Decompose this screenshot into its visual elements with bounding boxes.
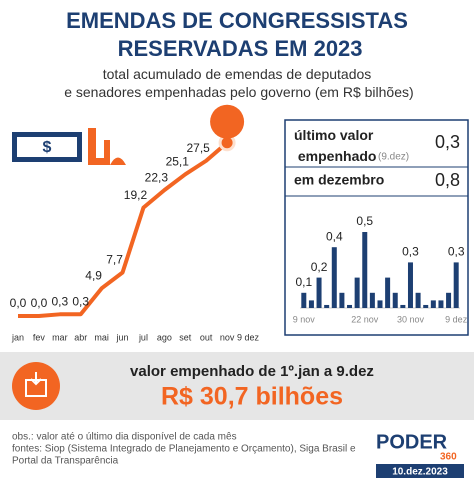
value-label: 0,3 [72, 294, 89, 308]
brand-number: 360 [440, 452, 457, 463]
x-tick-label: 9 nov [293, 314, 316, 324]
x-tick-label: 30 nov [397, 314, 425, 324]
date: 10.dez.2023 [392, 467, 448, 478]
x-tick-label: ago [157, 332, 172, 342]
x-tick-label: nov [220, 332, 235, 342]
x-tick-label: set [179, 332, 192, 342]
bar [308, 300, 314, 308]
bar [301, 292, 307, 308]
bar [438, 300, 444, 308]
total-value: R$ 30,7 bilhões [161, 383, 343, 411]
x-tick-label: jun [116, 332, 129, 342]
value-label: 19,2 [124, 188, 148, 202]
value-label-bg [210, 104, 245, 139]
bar [362, 232, 368, 308]
svg-text:$: $ [43, 139, 52, 156]
x-tick-label: 9 dez [237, 332, 260, 342]
bar [415, 292, 421, 308]
bar [324, 304, 330, 308]
value-label: 7,7 [106, 253, 123, 267]
value-label: 0,0 [10, 296, 27, 310]
total-icon-glyph [25, 372, 47, 397]
panel-last-label-1: último valor empenhado [294, 127, 376, 164]
total-label: valor empenhado de 1º.jan a 9.dez [130, 363, 374, 380]
bar [331, 247, 337, 308]
value-label: 0,3 [448, 245, 465, 259]
footer-source: Portal da Transparência [12, 456, 119, 467]
x-tick-label: jan [11, 332, 24, 342]
panel-last-value: 0,3 [435, 132, 460, 152]
title-1: EMENDAS DE CONGRESSISTAS RESERVADAS EM 2… [66, 8, 408, 61]
x-tick-label: mar [52, 332, 68, 342]
value-label: 22,3 [145, 170, 169, 184]
money-icon: $ [12, 128, 126, 165]
panel-month-label: em dezembro [294, 172, 384, 188]
bar [316, 277, 322, 308]
panel [284, 119, 469, 336]
value-label: 25,1 [166, 154, 190, 168]
bar [392, 292, 398, 308]
footer-source: fontes: Siop (Sistema Integrado de Plane… [12, 444, 356, 455]
bar [430, 300, 436, 308]
bar [446, 292, 452, 308]
bar [407, 262, 413, 308]
value-label: 27,5 [187, 141, 211, 155]
panel-month-value: 0,8 [435, 170, 460, 190]
value-label: 0,3 [51, 294, 68, 308]
line [18, 141, 229, 318]
bar [400, 304, 406, 308]
value-label: 0,3 [402, 245, 419, 259]
brand: PODER [376, 431, 448, 453]
value-label: 0,5 [356, 214, 373, 228]
x-tick-label: mai [94, 332, 109, 342]
x-tick-label: 9 dez [445, 314, 468, 324]
bar [347, 304, 353, 308]
total-icon [12, 362, 60, 410]
value-label: 0,0 [31, 296, 48, 310]
bar [385, 277, 391, 308]
x-tick-label: out [200, 332, 213, 342]
bar [377, 300, 383, 308]
bar [369, 292, 375, 308]
panel-last-date: (9.dez) [378, 152, 409, 163]
value-label: 0,4 [326, 229, 343, 243]
bar [339, 292, 345, 308]
x-tick-label: jul [138, 332, 148, 342]
footer-obs: obs.: valor até o último dia disponível … [12, 432, 237, 443]
bar [453, 262, 459, 308]
total-band [0, 352, 474, 420]
value-label: 0,1 [295, 275, 312, 289]
x-tick-label: 22 nov [351, 314, 379, 324]
date-box [376, 464, 464, 478]
bar [354, 277, 360, 308]
value-label: 4,9 [85, 269, 102, 283]
x-tick-label: fev [33, 332, 46, 342]
value-label: 0,2 [311, 260, 328, 274]
bar [423, 304, 429, 308]
x-tick-label: abr [74, 332, 87, 342]
subtitle-1: total acumulado de emendas de deputados … [60, 66, 413, 100]
